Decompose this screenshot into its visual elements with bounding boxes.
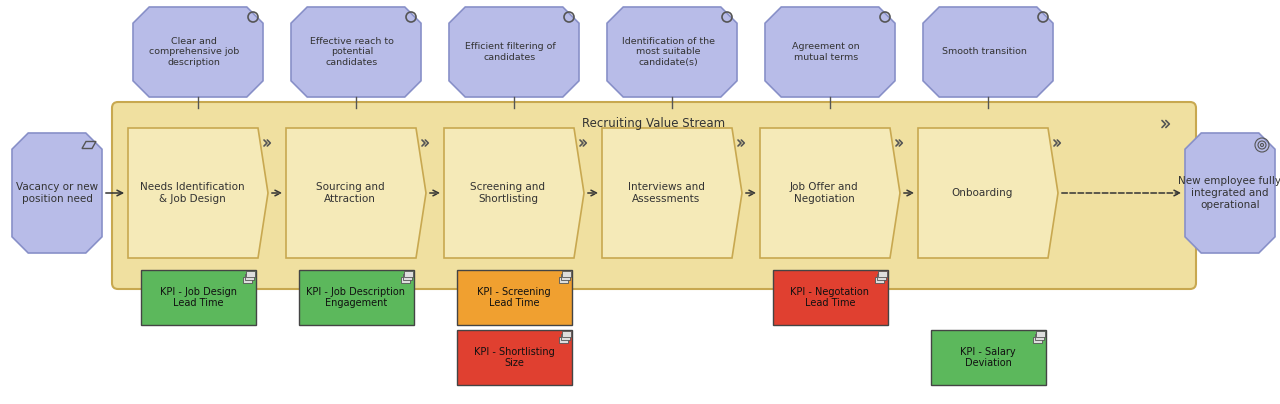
Text: Vacancy or new
position need: Vacancy or new position need — [15, 182, 99, 204]
FancyBboxPatch shape — [876, 277, 884, 283]
FancyBboxPatch shape — [773, 270, 887, 325]
Text: Needs Identification
& Job Design: Needs Identification & Job Design — [140, 182, 244, 204]
FancyBboxPatch shape — [404, 271, 413, 277]
FancyBboxPatch shape — [298, 270, 413, 325]
Polygon shape — [918, 128, 1059, 258]
FancyBboxPatch shape — [457, 270, 571, 325]
Text: New employee fully
integrated and
operational: New employee fully integrated and operat… — [1179, 177, 1280, 210]
Polygon shape — [291, 7, 421, 97]
Text: Screening and
Shortlisting: Screening and Shortlisting — [471, 182, 545, 204]
FancyBboxPatch shape — [402, 274, 411, 280]
Text: Interviews and
Assessments: Interviews and Assessments — [627, 182, 704, 204]
Text: KPI - Job Design
Lead Time: KPI - Job Design Lead Time — [160, 287, 237, 308]
FancyBboxPatch shape — [878, 271, 887, 277]
FancyBboxPatch shape — [562, 331, 571, 337]
FancyBboxPatch shape — [457, 330, 571, 385]
Polygon shape — [449, 7, 579, 97]
Text: Onboarding: Onboarding — [951, 188, 1012, 198]
Text: Smooth transition: Smooth transition — [942, 48, 1027, 57]
FancyBboxPatch shape — [1036, 331, 1044, 337]
Text: KPI - Negotation
Lead Time: KPI - Negotation Lead Time — [791, 287, 869, 308]
Text: Sourcing and
Attraction: Sourcing and Attraction — [316, 182, 384, 204]
FancyBboxPatch shape — [931, 330, 1046, 385]
Polygon shape — [1185, 133, 1275, 253]
Text: Clear and
comprehensive job
description: Clear and comprehensive job description — [148, 37, 239, 67]
FancyBboxPatch shape — [562, 271, 571, 277]
FancyBboxPatch shape — [877, 274, 886, 280]
Polygon shape — [133, 7, 262, 97]
Text: KPI - Salary
Deviation: KPI - Salary Deviation — [960, 347, 1016, 368]
Text: KPI - Shortlisting
Size: KPI - Shortlisting Size — [474, 347, 554, 368]
Text: Effective reach to
potential
candidates: Effective reach to potential candidates — [310, 37, 394, 67]
Polygon shape — [923, 7, 1053, 97]
FancyBboxPatch shape — [561, 334, 570, 340]
Polygon shape — [760, 128, 900, 258]
FancyBboxPatch shape — [561, 274, 570, 280]
FancyBboxPatch shape — [559, 337, 568, 343]
Text: Identification of the
most suitable
candidate(s): Identification of the most suitable cand… — [622, 37, 714, 67]
Polygon shape — [12, 133, 102, 253]
FancyBboxPatch shape — [244, 274, 253, 280]
FancyBboxPatch shape — [401, 277, 410, 283]
Polygon shape — [128, 128, 268, 258]
Polygon shape — [285, 128, 426, 258]
Polygon shape — [444, 128, 584, 258]
FancyBboxPatch shape — [113, 102, 1196, 289]
Text: Agreement on
mutual terms: Agreement on mutual terms — [792, 42, 860, 62]
FancyBboxPatch shape — [559, 277, 568, 283]
Polygon shape — [607, 7, 737, 97]
Text: Efficient filtering of
candidates: Efficient filtering of candidates — [465, 42, 556, 62]
Text: KPI - Screening
Lead Time: KPI - Screening Lead Time — [477, 287, 550, 308]
Polygon shape — [765, 7, 895, 97]
Text: Recruiting Value Stream: Recruiting Value Stream — [582, 118, 726, 130]
Text: KPI - Job Description
Engagement: KPI - Job Description Engagement — [306, 287, 406, 308]
FancyBboxPatch shape — [246, 271, 255, 277]
FancyBboxPatch shape — [1033, 337, 1042, 343]
FancyBboxPatch shape — [1034, 334, 1043, 340]
FancyBboxPatch shape — [243, 277, 252, 283]
Polygon shape — [602, 128, 742, 258]
Text: Job Offer and
Negotiation: Job Offer and Negotiation — [790, 182, 859, 204]
FancyBboxPatch shape — [141, 270, 256, 325]
